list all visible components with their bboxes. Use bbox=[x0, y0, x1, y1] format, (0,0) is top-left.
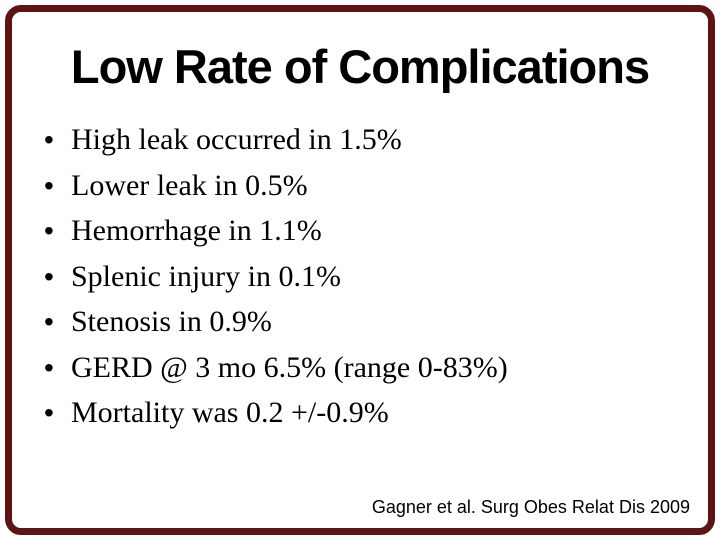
bullet-item: • Hemorrhage in 1.1% bbox=[44, 208, 692, 254]
slide-title: Low Rate of Complications bbox=[70, 40, 650, 93]
bullet-list: • High leak occurred in 1.5% • Lower lea… bbox=[44, 117, 692, 436]
bullet-dot-icon: • bbox=[44, 169, 54, 201]
bullet-text: Stenosis in 0.9% bbox=[71, 305, 272, 338]
bullet-dot-icon: • bbox=[44, 351, 54, 383]
bullet-text: Lower leak in 0.5% bbox=[71, 168, 308, 202]
bullet-dot-icon: • bbox=[44, 306, 54, 337]
bullet-text: Hemorrhage in 1.1% bbox=[71, 214, 322, 247]
bullet-text: Splenic injury in 0.1% bbox=[71, 259, 341, 293]
bullet-text: High leak occurred in 1.5% bbox=[71, 123, 402, 156]
bullet-text: GERD @ 3 mo 6.5% (range 0-83%) bbox=[71, 350, 508, 384]
citation: Gagner et al. Surg Obes Relat Dis 2009 bbox=[371, 497, 690, 517]
bullet-item: • Splenic injury in 0.1% bbox=[44, 254, 692, 300]
bullet-text: Mortality was 0.2 +/-0.9% bbox=[71, 396, 389, 429]
bullet-item: • Lower leak in 0.5% bbox=[44, 163, 692, 209]
bullet-item: • Stenosis in 0.9% bbox=[44, 299, 692, 345]
bullet-dot-icon: • bbox=[44, 260, 54, 292]
bullet-dot-icon: • bbox=[44, 124, 54, 155]
bullet-item: • Mortality was 0.2 +/-0.9% bbox=[44, 390, 692, 436]
bullet-dot-icon: • bbox=[44, 215, 54, 246]
bullet-item: • High leak occurred in 1.5% bbox=[44, 117, 692, 163]
bullet-item: • GERD @ 3 mo 6.5% (range 0-83%) bbox=[44, 345, 692, 391]
bullet-dot-icon: • bbox=[44, 397, 54, 428]
